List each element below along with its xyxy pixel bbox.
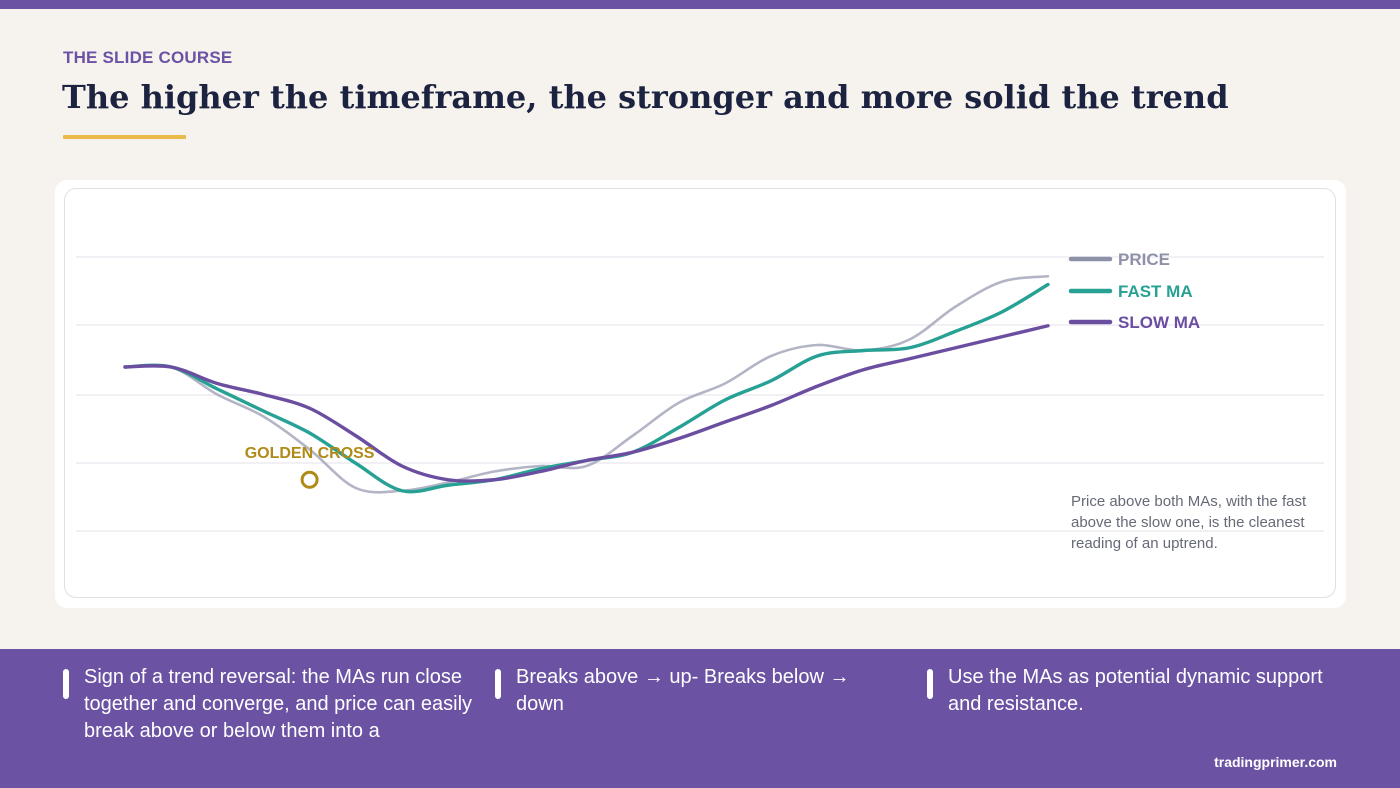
bullet-text: Breaks above → up- Breaks below → down	[516, 666, 850, 715]
legend-label: PRICE	[1118, 250, 1170, 269]
golden-cross-label: GOLDEN CROSS	[245, 445, 375, 462]
course-label: THE SLIDE COURSE	[63, 48, 233, 67]
bullet-text: Sign of a trend reversal: the MAs run cl…	[84, 666, 473, 742]
footer-band	[0, 649, 1400, 788]
series-lines	[123, 274, 1050, 494]
chart-note: Price above both MAs, with the fast abov…	[1071, 493, 1307, 552]
title-underline	[63, 135, 186, 139]
legend-label: SLOW MA	[1118, 313, 1200, 332]
gridlines	[76, 256, 1324, 532]
legend-label: FAST MA	[1118, 282, 1193, 301]
bullet-text: Use the MAs as potential dynamic support…	[948, 666, 1323, 715]
site-url[interactable]: tradingprimer.com	[1214, 754, 1337, 770]
annotation-layer: GOLDEN CROSS	[245, 445, 375, 489]
series-line-slow-ma	[123, 324, 1050, 483]
golden-cross-marker	[300, 470, 319, 489]
slide-title: The higher the timeframe, the stronger a…	[62, 78, 1229, 116]
bullet-marker	[63, 669, 69, 699]
legend: PRICE FAST MA SLOW MA	[1068, 250, 1200, 332]
series-line-price	[123, 274, 1050, 494]
bullet-marker	[495, 669, 501, 699]
bullet-marker	[927, 669, 933, 699]
top-accent-bar	[0, 0, 1400, 9]
